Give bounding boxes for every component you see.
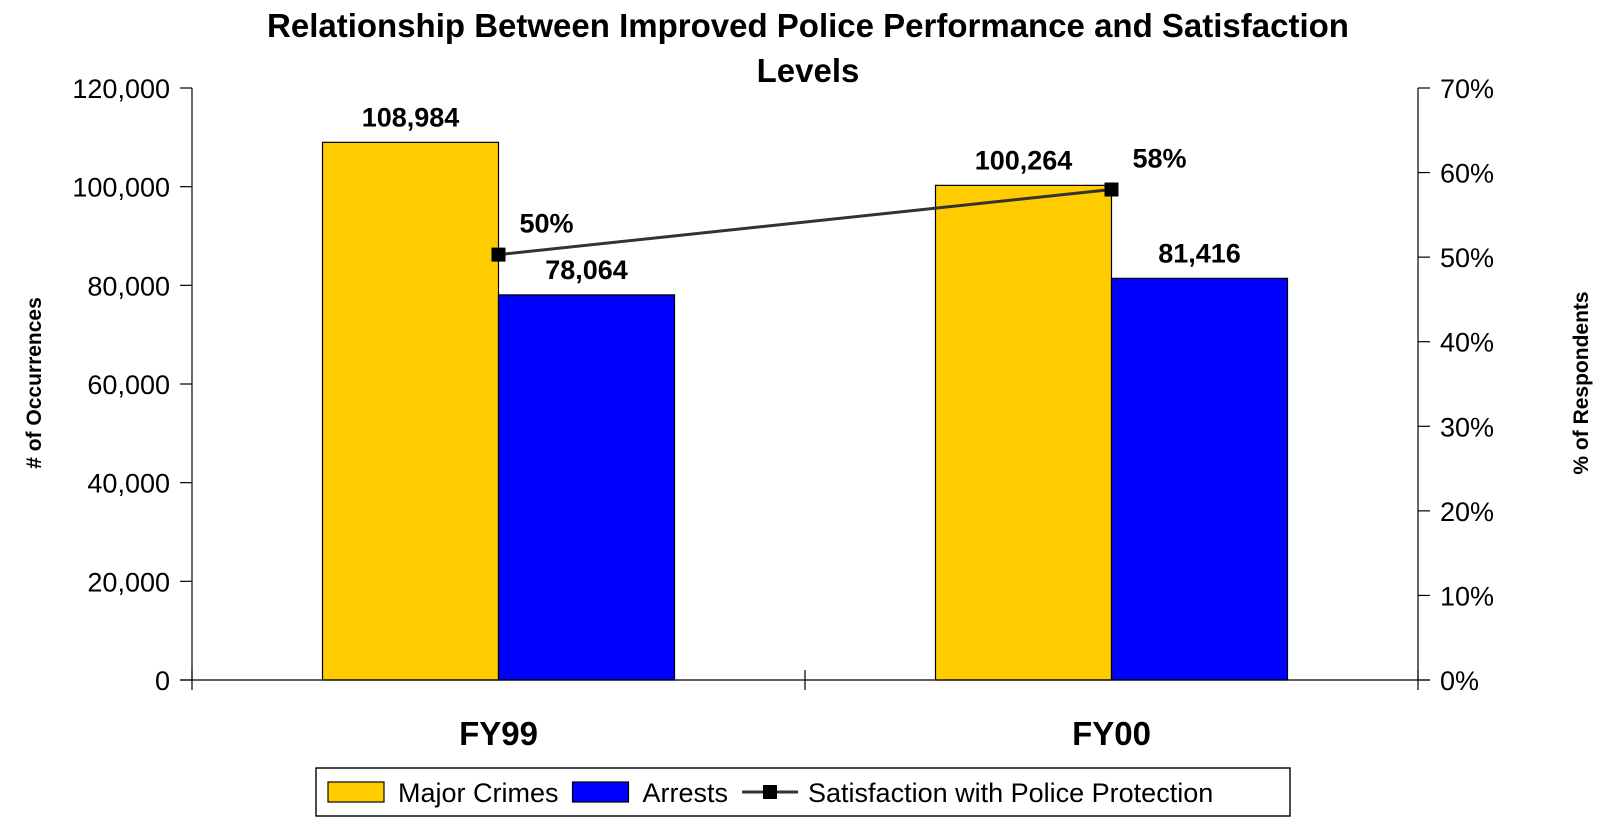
y2-tick-label: 20% <box>1440 497 1494 527</box>
line-marker <box>491 247 506 262</box>
y-tick-label: 80,000 <box>87 271 170 301</box>
y2-tick-label: 0% <box>1440 666 1479 696</box>
legend-marker <box>763 785 778 799</box>
series-line <box>498 187 1112 257</box>
legend-box <box>315 767 1291 817</box>
y-tick-label: 60,000 <box>87 370 170 400</box>
legend-label: Satisfaction with Police Protection <box>808 778 1213 808</box>
x-tick-label: FY00 <box>1072 715 1151 752</box>
y-tick-label: 20,000 <box>87 567 170 597</box>
y2-tick-label: 60% <box>1440 159 1494 189</box>
legend-swatch <box>571 781 630 803</box>
plot-area: 108,984 78,064 FY99 100,264 81,416 FY00 0 20,00… <box>72 74 1494 752</box>
legend-label: Arrests <box>643 778 729 808</box>
x-tick-label: FY99 <box>459 715 538 752</box>
y-axis-title: # of Occurrences <box>23 297 46 469</box>
bar-data-label: 108,984 <box>362 102 460 132</box>
y-tick-label: 40,000 <box>87 469 170 499</box>
chart-title-line-1: Relationship Between Improved Police Per… <box>267 7 1349 44</box>
y2-axis-title: % of Respondents <box>1570 291 1593 474</box>
y-tick-label: 100,000 <box>72 173 170 203</box>
y-tick-label: 0 <box>155 666 170 696</box>
y2-tick-label: 70% <box>1440 74 1494 104</box>
line-data-label: 58% <box>1132 143 1186 173</box>
bar <box>934 184 1113 681</box>
legend-label: Major Crimes <box>398 778 559 808</box>
y2-tick-label: 50% <box>1440 243 1494 273</box>
line-marker <box>1104 182 1119 197</box>
bar <box>1110 277 1289 681</box>
y2-tick-label: 40% <box>1440 328 1494 358</box>
bar <box>321 141 500 681</box>
y2-tick-label: 30% <box>1440 412 1494 442</box>
legend: Major Crimes Arrests Satisfaction with Pol… <box>315 767 1291 817</box>
bar-data-label: 100,264 <box>975 145 1073 175</box>
y2-tick-label: 10% <box>1440 581 1494 611</box>
legend-swatch <box>327 781 385 803</box>
bar-data-label: 81,416 <box>1158 238 1241 268</box>
y-tick-label: 120,000 <box>72 74 170 104</box>
bar <box>497 294 676 681</box>
line-data-label: 50% <box>519 209 573 239</box>
bar-data-label: 78,064 <box>545 255 628 285</box>
chart-title-line-2: Levels <box>757 52 860 89</box>
